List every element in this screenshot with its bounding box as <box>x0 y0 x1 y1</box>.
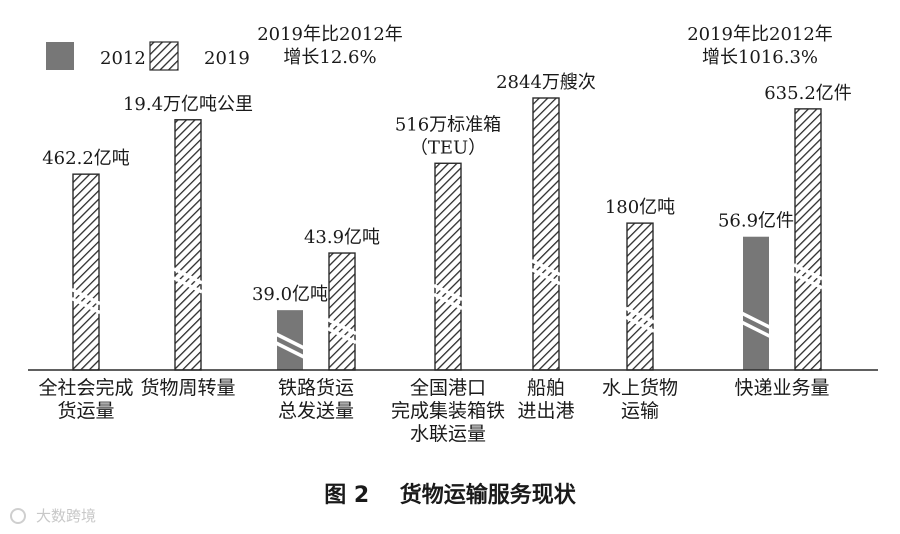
category-label: 全国港口 <box>410 377 486 399</box>
data-label: 43.9亿吨 <box>304 227 380 248</box>
axis-break-mark <box>741 320 771 338</box>
axis-break-mark <box>793 272 823 290</box>
watermark: 大数跨境 <box>10 507 96 525</box>
legend-swatch-2012 <box>46 42 74 70</box>
growth-annotation: 2019年比2012年 <box>687 24 833 45</box>
axis-break-mark <box>71 297 101 315</box>
category-label: 货运量 <box>57 400 114 422</box>
axis-break-mark <box>327 326 357 345</box>
axis-break-mark <box>793 263 823 281</box>
bar-1-2019 <box>174 119 202 371</box>
data-label: 635.2亿件 <box>764 83 852 104</box>
category-label: 快递业务量 <box>734 377 829 399</box>
bar-6-2019 <box>794 108 822 371</box>
axis-break-mark <box>741 311 771 329</box>
data-label: 2844万艘次 <box>496 72 596 93</box>
growth-annotation: 2019年比2012年 <box>257 24 403 45</box>
axis-break-mark <box>173 267 203 285</box>
axis-break-mark <box>327 317 357 336</box>
axis-break-mark <box>531 259 561 277</box>
legend: 2012 2019 <box>46 41 250 71</box>
axis-break-mark <box>71 288 101 306</box>
axis-break-mark <box>625 306 655 324</box>
data-label: 19.4万亿吨公里 <box>123 94 253 115</box>
category-label: 全社会完成 <box>38 377 133 399</box>
axis-break-mark <box>625 315 655 333</box>
bars-layer <box>71 97 823 371</box>
axis-break-mark <box>275 332 305 350</box>
bar-3-2019 <box>434 162 462 371</box>
growth-annotation: 增长1016.3% <box>702 47 818 68</box>
legend-swatch-2019 <box>149 41 179 71</box>
data-label: 462.2亿吨 <box>42 148 130 169</box>
bar-2-2019 <box>328 252 356 371</box>
bar-0-2019 <box>72 173 100 371</box>
legend-label-2012: 2012 <box>100 48 146 69</box>
data-label: 180亿吨 <box>605 197 675 218</box>
legend-label-2019: 2019 <box>204 48 250 69</box>
category-label: 进出港 <box>517 400 574 422</box>
category-label: 船舶 <box>527 377 565 399</box>
growth-annotation: 增长12.6% <box>283 47 376 68</box>
bar-6-2012 <box>743 236 769 370</box>
axis-break-mark <box>173 276 203 294</box>
watermark-text: 大数跨境 <box>36 507 96 525</box>
category-label: 货物周转量 <box>140 377 235 399</box>
figure-caption: 图 2 货物运输服务现状 <box>324 482 577 508</box>
data-label: （TEU） <box>410 137 486 158</box>
data-label: 56.9亿件 <box>718 211 794 232</box>
axis-break-mark <box>433 292 463 311</box>
category-label: 总发送量 <box>278 400 354 422</box>
axis-break-mark <box>531 268 561 286</box>
watermark-logo-icon <box>10 508 26 524</box>
axis-break-mark <box>433 283 463 302</box>
category-label: 水联运量 <box>410 423 486 445</box>
category-label: 铁路货运 <box>278 377 354 399</box>
data-label: 39.0亿吨 <box>252 284 328 305</box>
bar-4-2019 <box>532 97 560 371</box>
category-label: 完成集装箱铁 <box>391 400 505 422</box>
category-label: 水上货物 <box>602 377 678 399</box>
data-label: 516万标准箱 <box>395 114 501 135</box>
bar-5-2019 <box>626 222 654 371</box>
category-label: 运输 <box>621 400 659 422</box>
axis-break-mark <box>275 341 305 359</box>
